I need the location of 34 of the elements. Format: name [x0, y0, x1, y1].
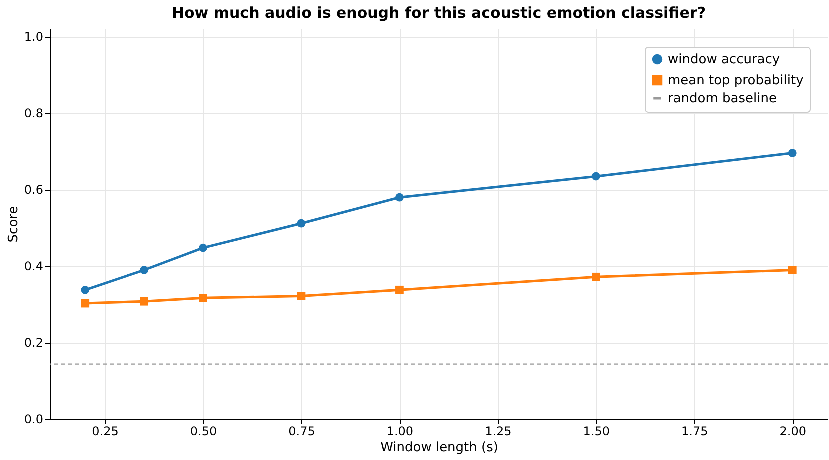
- point: [199, 294, 208, 302]
- point: [81, 299, 90, 308]
- x-tick-label: 1.25: [485, 424, 512, 438]
- point: [199, 244, 208, 252]
- y-tick-label: 1.0: [24, 30, 44, 44]
- y-axis-title: Score: [6, 206, 22, 243]
- x-tick-label: 1.00: [386, 424, 414, 438]
- x-tick-label: 0.50: [190, 424, 218, 438]
- y-tick-label: 0.6: [24, 183, 44, 198]
- point: [396, 286, 404, 294]
- legend-label: random baseline: [668, 92, 778, 106]
- point: [788, 266, 797, 274]
- y-tick-label: 0.2: [24, 336, 44, 350]
- x-tick-label: 0.25: [92, 424, 119, 438]
- y-tick-label: 0.8: [24, 106, 44, 121]
- point: [396, 193, 404, 202]
- x-tick-label: 1.75: [682, 424, 708, 438]
- point: [81, 286, 90, 294]
- point: [297, 219, 306, 228]
- x-tick-label: 2.00: [780, 424, 806, 438]
- point: [140, 266, 148, 274]
- x-tick-label: 0.75: [288, 424, 316, 438]
- point: [140, 297, 148, 306]
- point: [297, 292, 306, 300]
- y-tick-label: 0.0: [24, 412, 44, 426]
- point: [592, 272, 600, 282]
- chart-title: How much audio is enough for this acoustic emotion classifier?: [172, 4, 706, 22]
- y-tick-label: 0.4: [24, 260, 44, 274]
- legend-label: mean top probability: [668, 74, 804, 88]
- x-tick-label: 1.50: [583, 424, 610, 438]
- point: [592, 172, 600, 181]
- x-axis-title: Window length (s): [380, 440, 498, 456]
- point: [788, 149, 797, 158]
- legend-label: window accuracy: [668, 52, 780, 68]
